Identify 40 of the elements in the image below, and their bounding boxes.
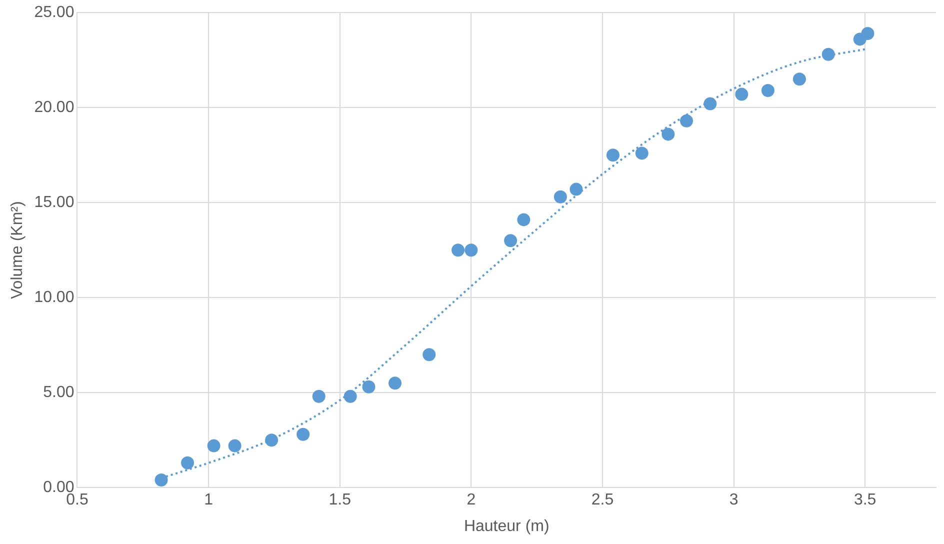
point bbox=[388, 376, 402, 390]
point bbox=[312, 390, 326, 403]
x-tick-label: 1.5 bbox=[328, 492, 352, 509]
y-tick-label: 5.00 bbox=[43, 384, 74, 402]
x-tick-label: 2 bbox=[466, 492, 476, 509]
point bbox=[822, 48, 835, 61]
point bbox=[735, 88, 748, 101]
point bbox=[181, 456, 194, 470]
point bbox=[554, 190, 567, 204]
point bbox=[362, 380, 376, 394]
point bbox=[344, 390, 357, 403]
point bbox=[296, 428, 310, 441]
x-tick-label: 2.5 bbox=[591, 492, 614, 509]
point bbox=[680, 114, 694, 128]
point bbox=[662, 128, 675, 141]
point bbox=[517, 213, 530, 226]
point bbox=[265, 434, 278, 447]
point bbox=[464, 244, 478, 257]
point bbox=[154, 474, 168, 486]
point bbox=[704, 97, 717, 110]
x-tick-label: 1 bbox=[204, 492, 214, 509]
point bbox=[422, 348, 436, 362]
y-tick-label: 20.00 bbox=[34, 99, 74, 116]
y-tick-label: 25.00 bbox=[34, 4, 74, 22]
point bbox=[861, 27, 874, 40]
point bbox=[504, 234, 518, 248]
y-tick-label: 10.00 bbox=[34, 289, 74, 306]
y-tick-label: 15.00 bbox=[34, 194, 74, 212]
x-tick-label: 3 bbox=[729, 492, 738, 509]
point bbox=[570, 182, 583, 196]
y-axis-title: Volume (Km²) bbox=[9, 201, 26, 299]
point bbox=[635, 146, 648, 160]
x-axis-title: Hauteur (m) bbox=[464, 518, 550, 535]
point bbox=[452, 244, 465, 257]
x-tick-label: 3.5 bbox=[854, 492, 876, 509]
point bbox=[792, 72, 806, 86]
point bbox=[761, 84, 774, 97]
point bbox=[207, 439, 220, 452]
point bbox=[228, 439, 242, 452]
point bbox=[606, 148, 620, 162]
